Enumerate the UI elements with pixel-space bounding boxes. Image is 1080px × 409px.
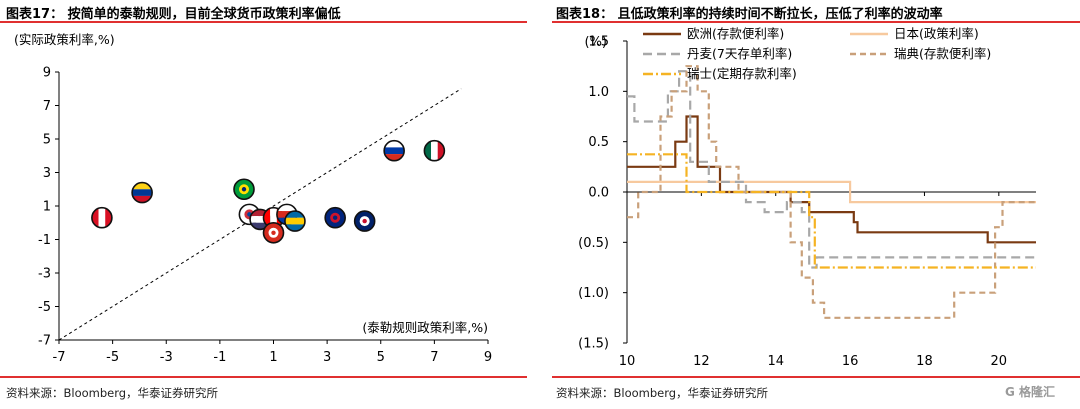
flag-marker-russia bbox=[384, 140, 405, 161]
flag-marker-mexico bbox=[424, 140, 445, 161]
y-tick-label: 1.5 bbox=[588, 35, 609, 50]
x-tick-label: -1 bbox=[213, 350, 226, 365]
flag-marker-colombia bbox=[132, 182, 153, 203]
y-tick-label: 3 bbox=[43, 166, 51, 181]
flag-stripe bbox=[384, 140, 405, 148]
flag-marker-usa bbox=[250, 209, 271, 230]
flag-marker-uk bbox=[354, 211, 375, 232]
flag-stripe bbox=[270, 207, 277, 228]
flag-marker-ring bbox=[233, 178, 255, 201]
flag-stripe bbox=[384, 147, 405, 155]
right-source-note: 资料来源：Bloomberg，华泰证券研究所 bbox=[556, 386, 769, 400]
flag-stripe bbox=[132, 195, 153, 203]
flag-stripe bbox=[250, 209, 271, 217]
flag-stripe bbox=[284, 211, 305, 218]
reference-45-degree-line bbox=[58, 88, 462, 341]
flag-stripe bbox=[284, 224, 305, 232]
flag-stripe bbox=[384, 154, 405, 161]
y-tick-label: 9 bbox=[43, 66, 51, 81]
x-tick-label: 1 bbox=[269, 350, 277, 365]
flag-marker-ring bbox=[423, 139, 446, 162]
right-figure-title: 图表18： 且低政策利率的持续时间不断拉长，压低了利率的波动率 bbox=[556, 7, 943, 22]
series-line bbox=[627, 70, 1036, 269]
flag-marker-ring bbox=[383, 139, 405, 162]
legend-label: 瑞士(定期存款利率) bbox=[687, 66, 797, 81]
flag-stripe bbox=[250, 222, 271, 230]
flag-marker-ring bbox=[262, 222, 285, 244]
flag-marker-ring bbox=[131, 181, 153, 204]
taylor-rule-scatter-chart: (实际政策利率,%) 9 7 5 3 1 -1 -3 -5 -7-7 -5 -3 -1 1 3 5 7 9 (泰勒规… bbox=[14, 32, 492, 365]
y-tick-label: 1 bbox=[43, 200, 51, 215]
flag-stripe bbox=[91, 207, 99, 228]
y-tick-label: (0.5) bbox=[578, 236, 609, 251]
flag-stripe bbox=[250, 216, 271, 223]
legend-label: 丹麦(7天存单利率) bbox=[687, 46, 792, 61]
flag-marker-ring bbox=[91, 206, 113, 229]
x-tick-label: 20 bbox=[991, 354, 1008, 369]
right-bottom-rule bbox=[552, 376, 1080, 378]
flag-marker-ring bbox=[284, 210, 306, 232]
legend-label: 瑞典(存款便利率) bbox=[894, 46, 991, 61]
x-tick-label: 14 bbox=[767, 354, 784, 369]
flag-emblem-center bbox=[362, 218, 367, 224]
y-tick-label: (1.5) bbox=[578, 337, 609, 352]
flag-emblem-center bbox=[332, 215, 338, 220]
series-line bbox=[627, 65, 1036, 319]
flag-emblem-center bbox=[241, 187, 247, 192]
y-axis-title: (实际政策利率,%) bbox=[14, 32, 115, 47]
y-axis-unit-label: (%) bbox=[585, 35, 608, 50]
flag-stripe bbox=[276, 204, 297, 212]
left-title-rule bbox=[0, 21, 527, 23]
flag-stripe bbox=[431, 140, 438, 161]
flag-stripe bbox=[284, 217, 305, 225]
flag-stripe bbox=[98, 207, 106, 228]
watermark-logo: G 格隆汇 bbox=[1005, 385, 1056, 399]
y-tick-label: 0.0 bbox=[588, 186, 609, 201]
x-tick-label: 7 bbox=[430, 350, 438, 365]
x-tick-label: 5 bbox=[377, 350, 385, 365]
flag-marker-brazil bbox=[234, 179, 255, 200]
right-title-rule bbox=[552, 21, 1080, 23]
flag-marker-ring bbox=[353, 210, 376, 232]
flag-stripe bbox=[437, 140, 445, 161]
x-tick-label: 18 bbox=[916, 354, 933, 369]
y-tick-label: -5 bbox=[38, 300, 51, 315]
flag-emblem-center bbox=[271, 230, 276, 235]
flag-marker-sweden bbox=[284, 211, 305, 232]
policy-rate-line-chart: (%)1.5 1.0 0.5 0.0 (0.5) (1.0) (1.5) 10 12 14 16 18… bbox=[578, 26, 1036, 369]
x-tick-label: -7 bbox=[53, 350, 66, 365]
flag-marker-switzerland bbox=[263, 222, 284, 243]
left-source-note: 资料来源：Bloomberg，华泰证券研究所 bbox=[6, 386, 219, 400]
flag-marker-new-zealand bbox=[325, 207, 346, 228]
left-figure-title: 图表17： 按简单的泰勒规则，目前全球货币政策利率偏低 bbox=[6, 7, 341, 22]
x-tick-label: 16 bbox=[842, 354, 859, 369]
flag-marker-ring bbox=[324, 206, 346, 229]
x-tick-label: 3 bbox=[323, 350, 331, 365]
y-tick-label: -1 bbox=[38, 233, 51, 248]
legend-label: 日本(政策利率) bbox=[894, 26, 979, 41]
y-tick-label: -7 bbox=[38, 334, 51, 349]
series-line bbox=[627, 153, 1036, 269]
x-tick-label: 9 bbox=[484, 350, 492, 365]
series-line bbox=[627, 115, 1036, 244]
y-tick-label: 0.5 bbox=[588, 135, 609, 150]
flag-stripe bbox=[132, 189, 153, 196]
x-axis-title: (泰勒规则政策利率,%) bbox=[362, 320, 488, 335]
left-bottom-rule bbox=[0, 376, 527, 378]
flag-stripe bbox=[424, 140, 432, 161]
flag-marker-peru bbox=[91, 207, 112, 228]
y-tick-label: -3 bbox=[38, 267, 51, 282]
flag-stripe bbox=[105, 207, 112, 228]
x-tick-label: -3 bbox=[160, 350, 173, 365]
x-tick-label: -5 bbox=[106, 350, 119, 365]
x-tick-label: 12 bbox=[693, 354, 710, 369]
flag-stripe bbox=[263, 207, 271, 228]
flag-stripe bbox=[132, 182, 153, 190]
legend-label: 欧洲(存款便利率) bbox=[687, 26, 784, 41]
x-tick-label: 10 bbox=[619, 354, 636, 369]
y-tick-label: 1.0 bbox=[588, 85, 609, 100]
y-tick-label: 5 bbox=[43, 133, 51, 148]
y-tick-label: (1.0) bbox=[578, 286, 609, 301]
y-tick-label: 7 bbox=[43, 99, 51, 114]
